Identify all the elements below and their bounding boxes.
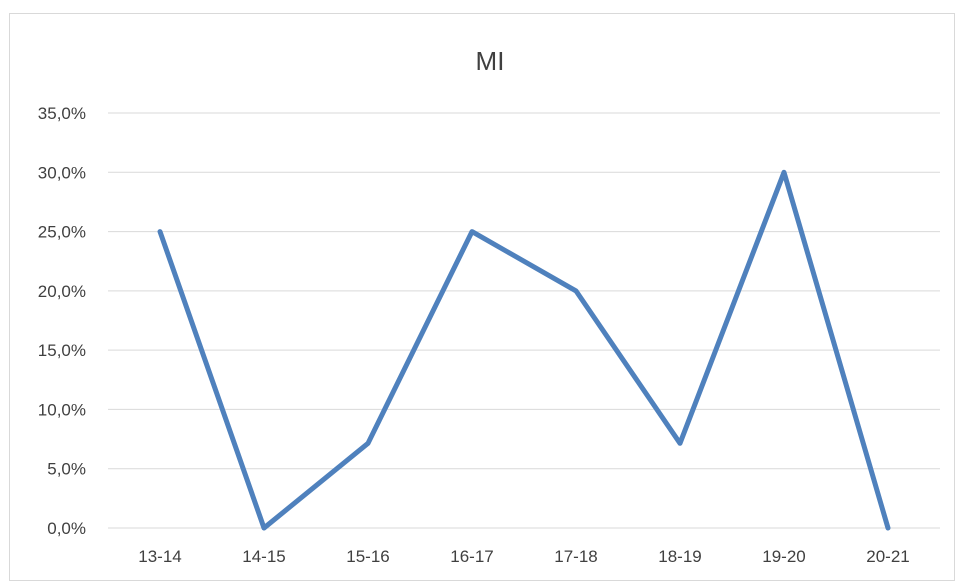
- x-tick-label: 13-14: [138, 547, 181, 566]
- x-tick-label: 20-21: [866, 547, 909, 566]
- x-tick-label: 18-19: [658, 547, 701, 566]
- chart-frame: [9, 13, 955, 581]
- x-axis-ticks: 13-14 14-15 15-16 16-17 17-18 18-19 19-20 20-21: [138, 547, 909, 566]
- y-tick-label: 20,0%: [38, 282, 86, 301]
- x-tick-label: 19-20: [762, 547, 805, 566]
- chart-title: MI: [476, 46, 505, 76]
- gridlines: [108, 112, 940, 529]
- y-tick-label: 5,0%: [47, 460, 86, 479]
- y-tick-label: 15,0%: [38, 341, 86, 360]
- y-tick-label: 30,0%: [38, 163, 86, 182]
- x-tick-label: 14-15: [242, 547, 285, 566]
- x-tick-label: 15-16: [346, 547, 389, 566]
- y-tick-label: 35,0%: [38, 104, 86, 123]
- series-line: [157, 169, 891, 531]
- y-axis-ticks: 0,0% 5,0% 10,0% 15,0% 20,0% 25,0% 30,0% 35,0%: [38, 104, 86, 538]
- series-layer: [157, 169, 891, 531]
- y-tick-label: 0,0%: [47, 519, 86, 538]
- x-tick-label: 17-18: [554, 547, 597, 566]
- y-tick-label: 10,0%: [38, 400, 86, 419]
- x-tick-label: 16-17: [450, 547, 493, 566]
- y-tick-label: 25,0%: [38, 223, 86, 242]
